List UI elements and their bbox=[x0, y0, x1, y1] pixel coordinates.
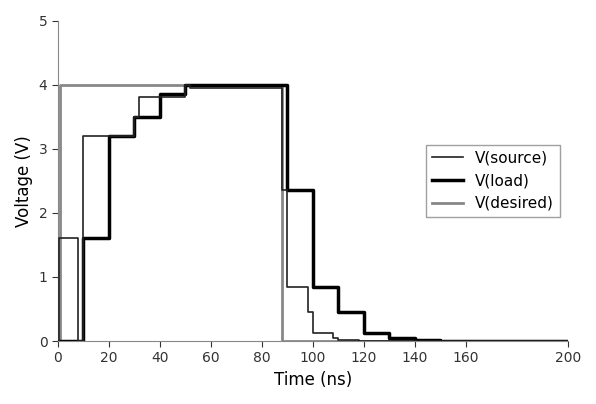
V(source) bbox=[335, 337, 342, 342]
V(source) bbox=[304, 310, 311, 315]
V(load) bbox=[105, 236, 113, 241]
V(load) bbox=[284, 188, 291, 193]
V(desired) bbox=[54, 339, 61, 343]
V(source) bbox=[462, 339, 470, 343]
V(source) bbox=[432, 339, 439, 343]
Legend: V(source), V(load), V(desired): V(source), V(load), V(desired) bbox=[426, 145, 560, 217]
V(desired) bbox=[279, 339, 286, 343]
V(load) bbox=[284, 82, 291, 87]
Line: V(load): V(load) bbox=[58, 84, 568, 341]
V(source) bbox=[279, 85, 286, 90]
V(source) bbox=[335, 335, 342, 340]
V(source) bbox=[187, 82, 194, 87]
V(desired) bbox=[57, 339, 64, 343]
V(load) bbox=[309, 284, 316, 289]
V(load) bbox=[182, 82, 189, 87]
Line: V(source): V(source) bbox=[58, 84, 568, 341]
V(desired) bbox=[279, 82, 286, 87]
V(source) bbox=[462, 339, 470, 343]
V(load) bbox=[386, 335, 393, 340]
V(source) bbox=[80, 339, 87, 343]
V(load) bbox=[411, 337, 418, 342]
V(source) bbox=[284, 188, 291, 193]
V(source) bbox=[330, 331, 337, 336]
V(load) bbox=[131, 114, 138, 119]
V(source) bbox=[279, 188, 286, 193]
V(load) bbox=[105, 133, 113, 138]
V(load) bbox=[361, 310, 368, 315]
V(load) bbox=[437, 339, 444, 343]
V(load) bbox=[309, 188, 316, 193]
V(source) bbox=[182, 82, 189, 87]
V(source) bbox=[55, 236, 63, 241]
V(source) bbox=[330, 335, 337, 340]
V(source) bbox=[355, 339, 362, 343]
V(load) bbox=[156, 114, 163, 119]
V(source) bbox=[386, 339, 393, 343]
V(source) bbox=[54, 339, 61, 343]
V(load) bbox=[411, 335, 418, 340]
V(source) bbox=[309, 310, 316, 315]
V(load) bbox=[386, 331, 393, 336]
V(load) bbox=[54, 339, 61, 343]
V(load) bbox=[475, 339, 482, 343]
Y-axis label: Voltage (V): Voltage (V) bbox=[15, 135, 33, 227]
X-axis label: Time (ns): Time (ns) bbox=[274, 371, 352, 389]
V(source) bbox=[309, 331, 316, 336]
V(desired) bbox=[564, 339, 572, 343]
V(load) bbox=[131, 133, 138, 138]
V(source) bbox=[304, 284, 311, 289]
V(desired) bbox=[57, 82, 64, 87]
V(source) bbox=[187, 85, 194, 90]
V(load) bbox=[80, 236, 87, 241]
V(source) bbox=[136, 114, 143, 119]
V(load) bbox=[437, 337, 444, 342]
V(source) bbox=[80, 133, 87, 138]
V(load) bbox=[182, 92, 189, 97]
V(load) bbox=[335, 284, 342, 289]
V(load) bbox=[80, 339, 87, 343]
V(source) bbox=[355, 337, 362, 342]
V(source) bbox=[386, 339, 393, 343]
V(source) bbox=[564, 339, 572, 343]
V(source) bbox=[284, 284, 291, 289]
V(load) bbox=[475, 339, 482, 343]
V(source) bbox=[131, 133, 138, 138]
V(load) bbox=[564, 339, 572, 343]
V(source) bbox=[131, 114, 138, 119]
V(source) bbox=[432, 339, 439, 343]
V(source) bbox=[74, 339, 82, 343]
V(load) bbox=[335, 310, 342, 315]
V(load) bbox=[156, 92, 163, 97]
V(load) bbox=[361, 331, 368, 336]
V(source) bbox=[55, 339, 63, 343]
Line: V(desired): V(desired) bbox=[58, 84, 568, 341]
V(source) bbox=[182, 95, 189, 100]
V(source) bbox=[74, 236, 82, 241]
V(source) bbox=[136, 95, 143, 100]
